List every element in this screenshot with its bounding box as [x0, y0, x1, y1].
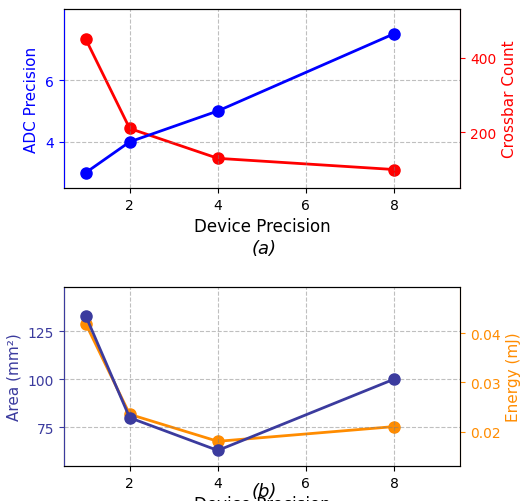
Y-axis label: ADC Precision: ADC Precision [24, 47, 40, 152]
Y-axis label: Energy (mJ): Energy (mJ) [506, 332, 521, 421]
X-axis label: Device Precision: Device Precision [194, 218, 330, 236]
Y-axis label: Crossbar Count: Crossbar Count [502, 41, 517, 158]
X-axis label: Device Precision: Device Precision [194, 495, 330, 501]
Y-axis label: Area (mm²): Area (mm²) [7, 333, 22, 420]
Text: (b): (b) [251, 482, 277, 500]
Text: (a): (a) [251, 239, 277, 257]
